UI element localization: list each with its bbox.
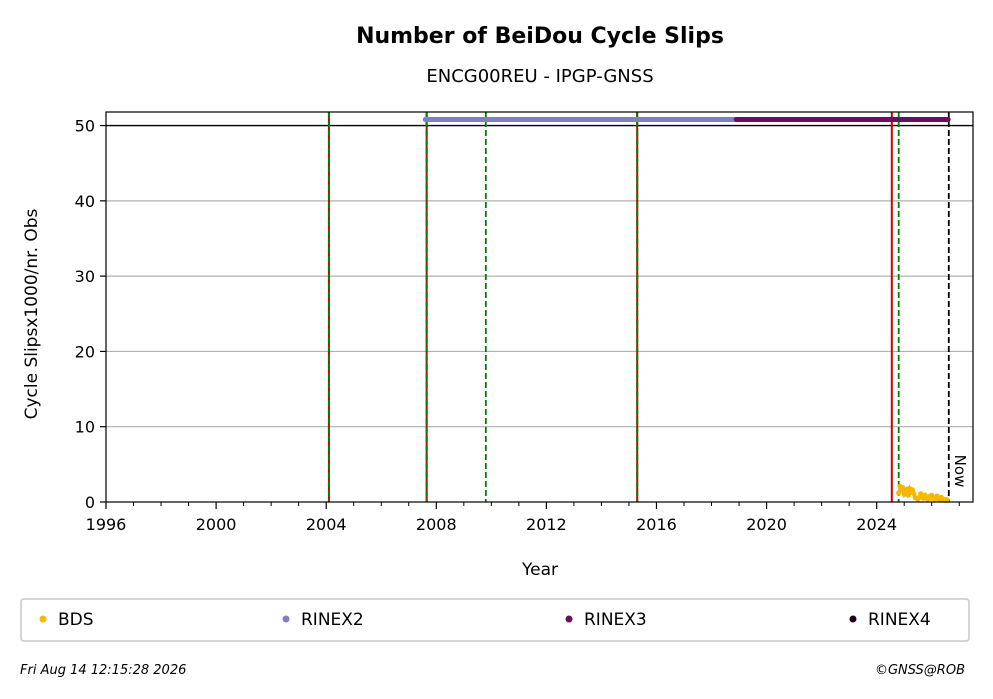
series-layer [422,117,951,504]
plot-frame [105,111,974,503]
event-lines [327,112,950,502]
gridlines [106,124,973,428]
y-axis-label: Cycle Slipsx1000/nr. Obs [22,208,42,419]
x-axis: 1996 2000 2004 2008 2012 2016 2020 2024 [86,502,960,534]
chart-title: Number of BeiDou Cycle Slips [356,24,724,49]
footer-timestamp: Fri Aug 14 12:15:28 2026 [20,663,186,678]
legend-marker-rinex3 [565,615,573,623]
legend-label-rinex2: RINEX2 [301,610,364,630]
x-tick-label-2008: 2008 [416,515,457,534]
y-axis: 0 10 20 30 40 50 [75,117,106,512]
x-tick-label-2016: 2016 [636,515,677,534]
legend-box [20,598,970,642]
y-tick-label-0: 0 [85,493,95,512]
now-label: Now [951,455,969,488]
y-tick-label-20: 20 [75,342,95,361]
x-tick-label-1996: 1996 [86,515,127,534]
legend-label-rinex3: RINEX3 [584,610,647,630]
legend-marker-rinex2 [282,615,290,623]
legend-label-bds: BDS [58,610,94,630]
x-axis-label: Year [521,560,558,580]
x-tick-label-2000: 2000 [196,515,237,534]
footer-credit: ©GNSS@ROB [875,663,965,678]
x-tick-label-2020: 2020 [746,515,787,534]
y-tick-label-30: 30 [75,267,95,286]
legend: BDS RINEX2 RINEX3 RINEX4 [20,598,970,642]
y-tick-label-50: 50 [75,117,95,136]
x-tick-label-2012: 2012 [526,515,567,534]
y-tick-label-10: 10 [75,418,95,437]
line-bds [897,481,948,502]
y-tick-label-40: 40 [75,192,95,211]
legend-marker-bds [39,615,47,623]
legend-label-rinex4: RINEX4 [868,610,931,630]
legend-marker-rinex4 [849,615,857,623]
x-tick-label-2004: 2004 [306,515,347,534]
x-tick-label-2024: 2024 [856,515,897,534]
chart-subtitle: ENCG00REU - IPGP-GNSS [426,66,653,87]
